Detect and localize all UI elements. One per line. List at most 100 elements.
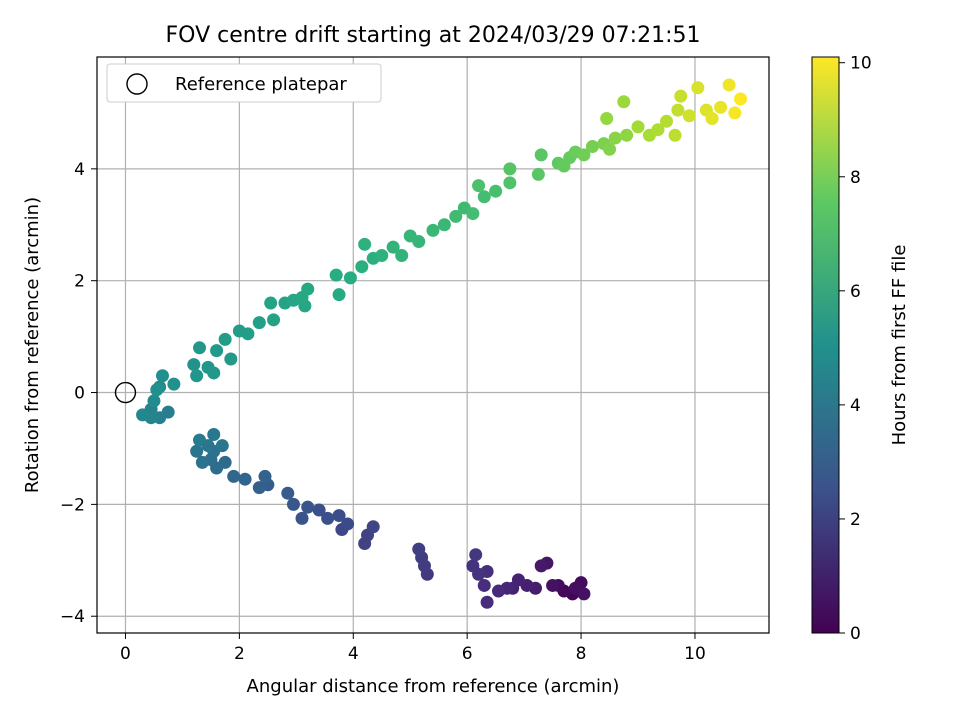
scatter-point (224, 352, 238, 366)
scatter-point (167, 377, 181, 391)
y-tick-label: 0 (74, 384, 85, 404)
scatter-point (577, 587, 591, 601)
scatter-point (728, 106, 742, 120)
scatter-point (332, 509, 346, 523)
scatter-point (281, 486, 295, 500)
scatter-point (489, 184, 503, 198)
scatter-point (207, 366, 221, 380)
scatter-point (466, 207, 480, 221)
reference-platepar-marker (114, 381, 137, 404)
scatter-point (491, 584, 505, 598)
scatter-point (295, 511, 309, 525)
scatter-points (114, 78, 748, 609)
scatter-point (267, 313, 281, 327)
scatter-point (466, 559, 480, 573)
scatter-point (585, 139, 599, 153)
scatter-point (187, 358, 201, 372)
scatter-point (472, 179, 486, 193)
scatter-point (503, 176, 517, 190)
scatter-point (682, 109, 696, 123)
colorbar-label: Hours from first FF file (889, 245, 910, 446)
scatter-point (705, 112, 719, 126)
colorbar: 0 2 4 6 8 10 Hours from first FF file (811, 54, 910, 644)
scatter-point (218, 332, 232, 346)
scatter-point (238, 472, 252, 486)
scatter-point (531, 167, 545, 181)
x-tick-label: 8 (576, 644, 587, 664)
scatter-point (386, 240, 400, 254)
x-axis-label: Angular distance from reference (arcmin) (247, 676, 620, 697)
scatter-point (412, 235, 426, 249)
scatter-point (617, 95, 631, 109)
scatter-point (557, 159, 571, 173)
colorbar-tick-label: 0 (850, 624, 861, 644)
colorbar-tick-label: 6 (850, 282, 861, 302)
scatter-point (193, 341, 207, 355)
scatter-point (155, 369, 169, 383)
scatter-point (426, 223, 440, 237)
scatter-point (136, 408, 150, 422)
scatter-point (258, 469, 272, 483)
legend-reference-label: Reference platepar (175, 74, 347, 95)
scatter-point (341, 517, 355, 531)
scatter-point (286, 497, 300, 511)
scatter-point (321, 511, 335, 525)
x-tick-label: 0 (120, 644, 131, 664)
scatter-point (264, 296, 278, 310)
scatter-point (477, 578, 491, 592)
scatter-point (241, 327, 255, 341)
scatter-point (674, 89, 688, 103)
scatter-point (722, 78, 736, 92)
scatter-point (534, 148, 548, 162)
scatter-point (375, 249, 389, 263)
scatter-point (671, 103, 685, 117)
y-tick-label: −4 (60, 607, 85, 627)
scatter-point (210, 344, 224, 358)
scatter-point (691, 81, 705, 95)
scatter-point (668, 128, 682, 142)
legend: Reference platepar (106, 63, 382, 103)
colorbar-tick-label: 10 (850, 54, 872, 74)
x-tick-label: 10 (684, 644, 706, 664)
legend-reference-marker (126, 73, 148, 95)
y-tick-label: −2 (60, 495, 85, 515)
scatter-point (312, 503, 326, 517)
scatter-point (734, 92, 748, 106)
scatter-point (449, 209, 463, 223)
scatter-point (215, 439, 229, 453)
scatter-point (608, 131, 622, 145)
scatter-point (600, 112, 614, 126)
scatter-point (252, 316, 266, 330)
scatter-point (659, 114, 673, 128)
scatter-point (190, 444, 204, 458)
scatter-point (193, 433, 207, 447)
scatter-point (620, 128, 634, 142)
y-tick-label: 2 (74, 272, 85, 292)
colorbar-ticks: 0 2 4 6 8 10 (839, 54, 872, 644)
colorbar-tick-label: 2 (850, 510, 861, 530)
scatter-point (603, 142, 617, 156)
scatter-point (651, 123, 665, 137)
scatter-point (437, 218, 451, 232)
colorbar-tick-label: 8 (850, 168, 861, 188)
scatter-point (343, 271, 357, 285)
scatter-point (150, 383, 164, 397)
scatter-point (534, 559, 548, 573)
scatter-point (358, 237, 372, 251)
scatter-point (395, 249, 409, 263)
grid (97, 57, 769, 633)
scatter-point (477, 190, 491, 204)
scatter-point (412, 542, 426, 556)
scatter-point (546, 578, 560, 592)
y-tick-label: 4 (74, 160, 85, 180)
scatter-point (295, 290, 309, 304)
scatter-point (366, 520, 380, 534)
scatter-point (355, 260, 369, 274)
scatter-point (147, 394, 161, 408)
axis-ticks: 0 2 4 6 8 10 −4 −2 0 2 4 (60, 160, 706, 664)
colorbar-gradient (811, 56, 840, 634)
scatter-point (190, 369, 204, 383)
scatter-point (252, 481, 266, 495)
scatter-point (577, 148, 591, 162)
